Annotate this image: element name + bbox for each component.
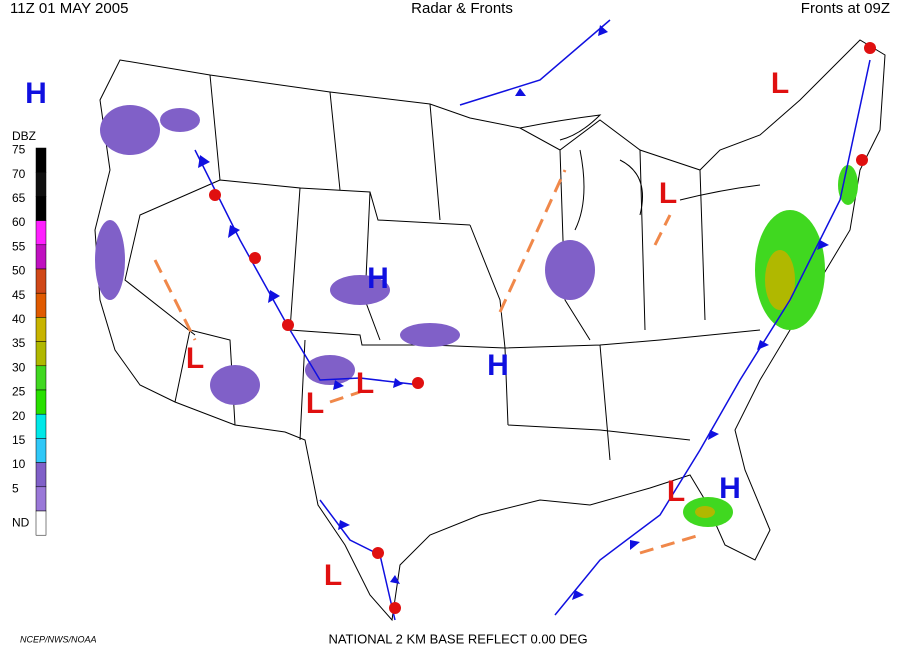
pressure-center: H — [487, 349, 509, 382]
legend-swatch — [35, 196, 47, 221]
legend-swatch — [35, 462, 47, 488]
pressure-center: H — [719, 472, 741, 505]
pressure-center: L — [659, 177, 677, 210]
legend-swatch — [35, 413, 47, 439]
legend-swatch — [35, 438, 47, 463]
legend-swatch — [35, 292, 47, 318]
fronts — [153, 19, 876, 621]
legend-label: 70 — [12, 167, 26, 181]
radar-echo — [95, 220, 125, 300]
radar-echo — [765, 250, 795, 310]
legend-swatch — [35, 510, 47, 536]
pressure-center: L — [667, 475, 685, 508]
front-pips — [198, 25, 829, 600]
legend-label: 5 — [12, 481, 19, 495]
front-semicircles — [209, 42, 876, 614]
pressure-center: L — [324, 559, 342, 592]
radar-echoes — [95, 105, 858, 527]
great-lakes — [519, 114, 761, 231]
legend-label: 40 — [12, 312, 26, 326]
legend-label: 55 — [12, 239, 26, 253]
radar-echo — [545, 240, 595, 300]
pressure-center: H — [367, 262, 389, 295]
legend-swatch — [35, 244, 47, 270]
state-lines — [124, 74, 761, 461]
basemap — [94, 39, 886, 622]
radar-echo — [305, 355, 355, 385]
cold-front — [194, 149, 421, 386]
product-name: NATIONAL 2 KM BASE REFLECT 0.00 DEG — [328, 631, 587, 646]
legend-label: 50 — [12, 264, 26, 278]
legend-label: 30 — [12, 360, 26, 374]
legend-swatch — [35, 389, 47, 415]
legend-label: 35 — [12, 336, 26, 350]
legend-swatch — [35, 317, 47, 342]
cold-front — [554, 59, 871, 616]
radar-echo — [160, 108, 200, 132]
trough — [153, 169, 701, 555]
radar-echo — [330, 275, 390, 305]
radar-echo — [695, 506, 715, 518]
pressure-center: L — [356, 367, 374, 400]
radar-echo — [210, 365, 260, 405]
legend-swatch — [35, 147, 47, 173]
header-time: 11Z 01 MAY 2005 — [10, 0, 128, 17]
legend-label: 65 — [12, 191, 26, 205]
legend-swatch — [35, 171, 47, 197]
legend-label: 20 — [12, 409, 26, 423]
header-title: Radar & Fronts — [411, 0, 513, 17]
pressure-center: L — [771, 67, 789, 100]
legend-label: ND — [12, 515, 30, 529]
legend-label: 15 — [12, 433, 26, 447]
legend-label: 25 — [12, 385, 26, 399]
credit: NCEP/NWS/NOAA — [20, 634, 97, 644]
legend-swatch — [35, 268, 47, 294]
legend-title: DBZ — [12, 129, 36, 143]
legend-swatch — [35, 220, 47, 246]
pressure-center: L — [306, 387, 324, 420]
legend-label: 75 — [12, 143, 26, 157]
legend-swatch — [35, 486, 47, 512]
cold-front — [319, 499, 396, 621]
legend: 75 70 65 60 55 50 45 40 35 30 25 20 15 10 5 ND — [12, 143, 47, 536]
legend-label: 45 — [12, 288, 26, 302]
legend-label: 60 — [12, 215, 26, 229]
legend-swatch — [35, 341, 47, 367]
radar-echo — [838, 165, 858, 205]
cold-front — [459, 19, 611, 106]
coastline-border — [94, 39, 886, 622]
radar-echo — [100, 105, 160, 155]
legend-label: 10 — [12, 457, 26, 471]
header-fronts: Fronts at 09Z — [801, 0, 890, 17]
radar-echo — [400, 323, 460, 347]
legend-swatch — [35, 365, 47, 391]
pressure-center: L — [186, 342, 204, 375]
pressure-center: H — [25, 77, 47, 110]
